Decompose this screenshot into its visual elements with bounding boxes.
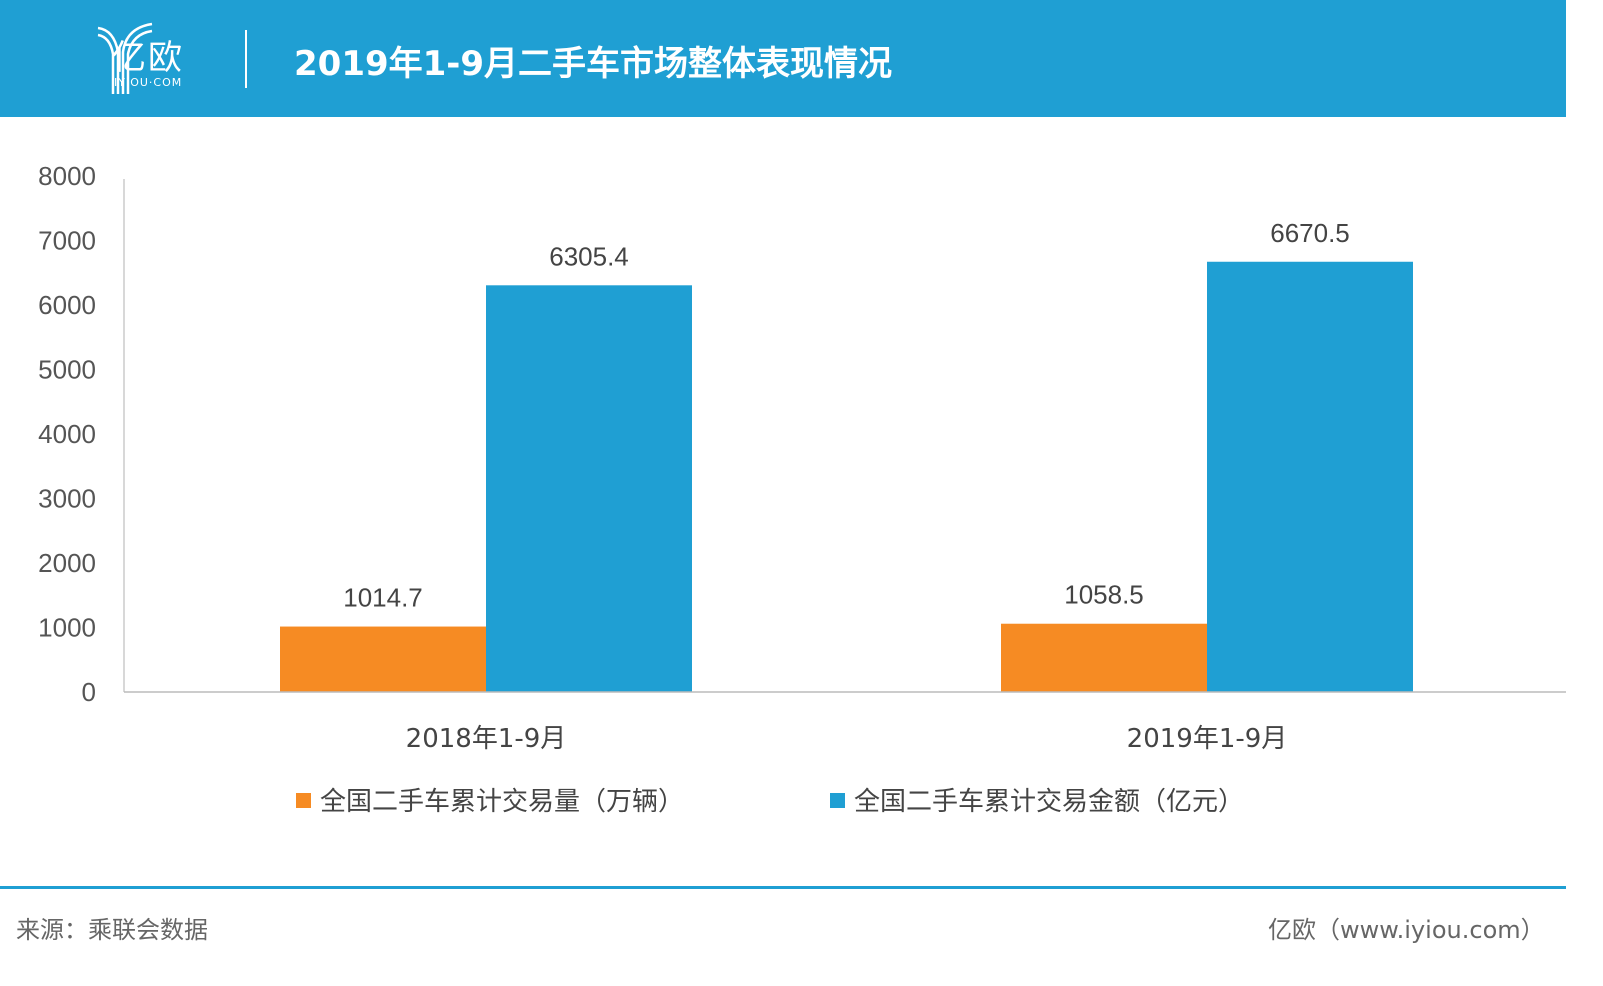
page-title: 2019年1-9月二手车市场整体表现情况 xyxy=(294,44,893,84)
source-note: 来源：乘联会数据 xyxy=(16,916,208,944)
x-tick-label: 2019年1-9月 xyxy=(1127,724,1288,754)
legend-label: 全国二手车累计交易量（万辆） xyxy=(320,787,684,817)
legend-swatch xyxy=(830,793,845,808)
bar xyxy=(1207,261,1413,692)
x-tick-label: 2018年1-9月 xyxy=(406,724,567,754)
logo-text: 亿欧 xyxy=(112,38,184,78)
y-tick-label: 2000 xyxy=(38,548,96,578)
footer-divider xyxy=(0,886,1566,889)
y-tick-label: 3000 xyxy=(38,484,96,514)
y-tick-label: 7000 xyxy=(38,226,96,256)
bar-chart: 0 1000 2000 3000 4000 5000 6000 7000 8000 1014.7… xyxy=(38,161,1566,817)
bar xyxy=(1001,623,1207,692)
y-tick-label: 4000 xyxy=(38,419,96,449)
header-banner: 亿欧 IYIOU·COM 2019年1-9月二手车市场整体表现情况 xyxy=(0,0,1566,117)
logo-subtext: IYIOU·COM xyxy=(114,76,183,89)
bar xyxy=(486,285,692,692)
header-divider xyxy=(245,30,247,88)
y-tick-label: 6000 xyxy=(38,290,96,320)
y-tick-label: 5000 xyxy=(38,355,96,385)
legend-label: 全国二手车累计交易金额（亿元） xyxy=(854,787,1244,817)
iyiou-logo-icon xyxy=(97,22,153,94)
legend-swatch xyxy=(296,793,311,808)
site-credit: 亿欧（www.iyiou.com） xyxy=(1268,916,1545,944)
data-label: 1014.7 xyxy=(343,583,423,613)
y-tick-label: 1000 xyxy=(38,613,96,643)
bar xyxy=(280,626,486,692)
y-tick-label: 0 xyxy=(82,677,96,707)
data-label: 6305.4 xyxy=(549,241,629,271)
data-label: 1058.5 xyxy=(1064,580,1144,610)
data-label: 6670.5 xyxy=(1270,218,1350,248)
y-tick-label: 8000 xyxy=(38,161,96,191)
